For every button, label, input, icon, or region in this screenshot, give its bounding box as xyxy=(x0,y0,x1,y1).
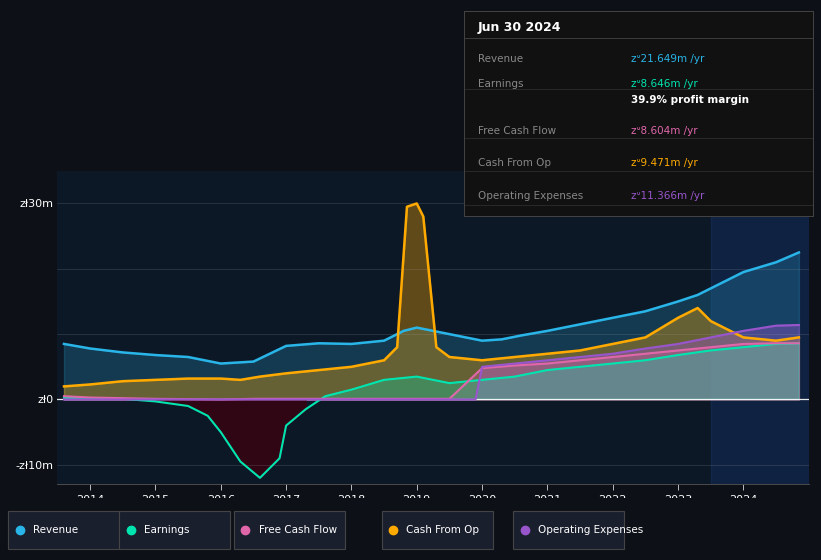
Text: zᐡ9.471m /yr: zᐡ9.471m /yr xyxy=(631,158,698,169)
Text: zᐡ11.366m /yr: zᐡ11.366m /yr xyxy=(631,191,704,201)
Text: 39.9% profit margin: 39.9% profit margin xyxy=(631,95,750,105)
FancyBboxPatch shape xyxy=(382,511,493,549)
Text: Earnings: Earnings xyxy=(478,78,523,88)
Text: Free Cash Flow: Free Cash Flow xyxy=(259,525,337,535)
Text: zᐡ8.604m /yr: zᐡ8.604m /yr xyxy=(631,125,698,136)
Text: zᐡ8.646m /yr: zᐡ8.646m /yr xyxy=(631,78,698,88)
Text: Earnings: Earnings xyxy=(144,525,189,535)
Text: Cash From Op: Cash From Op xyxy=(406,525,479,535)
Text: Operating Expenses: Operating Expenses xyxy=(478,191,583,201)
Text: Cash From Op: Cash From Op xyxy=(478,158,551,169)
FancyBboxPatch shape xyxy=(234,511,345,549)
Text: Revenue: Revenue xyxy=(478,54,523,64)
FancyBboxPatch shape xyxy=(119,511,230,549)
FancyBboxPatch shape xyxy=(513,511,624,549)
Bar xyxy=(711,171,809,484)
Text: Jun 30 2024: Jun 30 2024 xyxy=(478,21,562,34)
Text: zᐡ21.649m /yr: zᐡ21.649m /yr xyxy=(631,54,704,64)
FancyBboxPatch shape xyxy=(8,511,119,549)
Text: Operating Expenses: Operating Expenses xyxy=(538,525,643,535)
Text: Revenue: Revenue xyxy=(33,525,78,535)
Text: Free Cash Flow: Free Cash Flow xyxy=(478,125,556,136)
